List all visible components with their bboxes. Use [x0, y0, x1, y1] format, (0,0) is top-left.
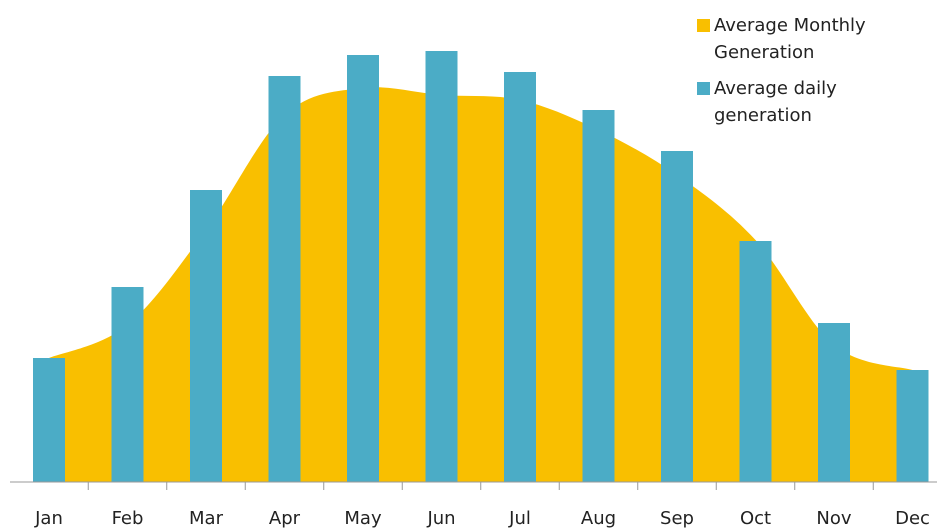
bar [268, 76, 301, 482]
bar [661, 151, 693, 482]
legend-entry: Average daily generation [697, 75, 922, 129]
x-tick-label: Nov [816, 508, 851, 529]
x-tick-label: May [344, 508, 382, 529]
bar [818, 323, 850, 482]
x-tick-label: Oct [740, 508, 771, 529]
legend-swatch [697, 19, 710, 32]
bar [896, 370, 929, 482]
x-tick-label: Dec [895, 508, 930, 529]
x-tick-label: Feb [112, 508, 144, 529]
x-tick-label: Jul [508, 508, 531, 529]
bar [111, 287, 144, 482]
bar [425, 51, 458, 482]
legend-swatch [697, 82, 710, 95]
bar [33, 358, 65, 482]
bar [582, 110, 615, 482]
bar [190, 190, 222, 482]
x-tick-label: Jan [34, 508, 63, 529]
x-tick-label: Aug [581, 508, 616, 529]
x-tick-label: Mar [189, 508, 224, 529]
x-tick-label: Apr [269, 508, 301, 529]
legend-entry: Average Monthly Generation [697, 12, 922, 66]
legend-label: Average Monthly Generation [714, 15, 866, 63]
bar [504, 72, 536, 482]
bar [347, 55, 379, 482]
x-tick-label: Jun [426, 508, 455, 529]
x-tick-label: Sep [660, 508, 694, 529]
bar [739, 241, 772, 482]
area [49, 87, 913, 482]
legend-label: Average daily generation [714, 78, 837, 126]
